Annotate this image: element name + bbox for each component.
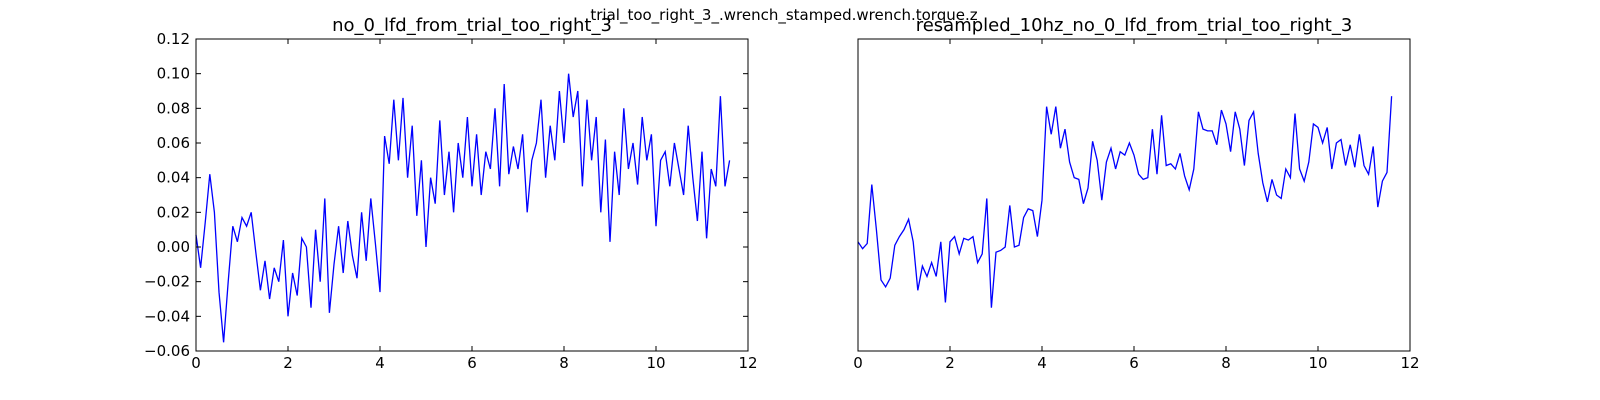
x-tick-label: 0: [853, 354, 863, 372]
x-tick-label: 12: [1400, 354, 1419, 372]
y-tick-label: 0.12: [157, 30, 190, 48]
x-tick-label: 4: [1037, 354, 1047, 372]
y-tick-label: 0.00: [157, 238, 190, 256]
x-tick-label: 4: [375, 354, 385, 372]
y-tick-label: 0.04: [157, 169, 190, 187]
y-tick-label: −0.02: [144, 273, 190, 291]
panel-title: resampled_10hz_no_0_lfd_from_trial_too_r…: [916, 15, 1353, 36]
x-tick-label: 2: [283, 354, 293, 372]
y-tick-label: 0.10: [157, 65, 190, 83]
x-tick-label: 2: [945, 354, 955, 372]
y-tick-label: 0.06: [157, 134, 190, 152]
y-tick-label: −0.04: [144, 307, 190, 325]
x-tick-label: 8: [1221, 354, 1231, 372]
x-tick-label: 8: [559, 354, 569, 372]
data-line: [857, 96, 1393, 308]
suptitle: trial_too_right_3_.wrench_stamped.wrench…: [590, 6, 977, 25]
data-line: [195, 73, 731, 343]
x-tick-label: 6: [467, 354, 477, 372]
x-tick-label: 0: [191, 354, 201, 372]
y-tick-label: 0.02: [157, 203, 190, 221]
panel-title: no_0_lfd_from_trial_too_right_3: [332, 15, 612, 36]
axes-frame: [857, 38, 1411, 352]
axes-frame: [195, 38, 749, 352]
x-tick-label: 12: [738, 354, 757, 372]
y-tick-label: 0.08: [157, 99, 190, 117]
x-tick-label: 6: [1129, 354, 1139, 372]
x-tick-label: 10: [646, 354, 665, 372]
x-tick-label: 10: [1308, 354, 1327, 372]
y-tick-label: −0.06: [144, 342, 190, 360]
